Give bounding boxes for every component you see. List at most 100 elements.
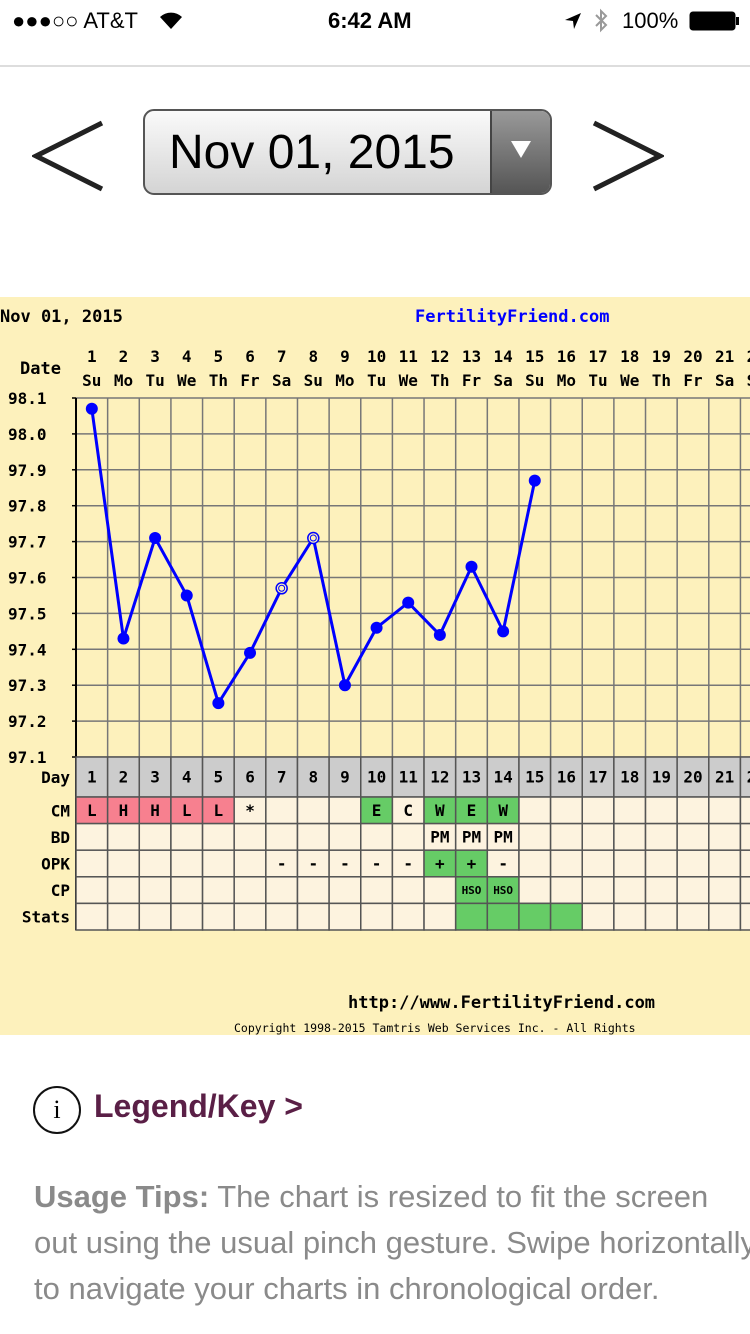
temp-tick-label: 97.7 [8, 533, 47, 552]
row-cell-stats [486, 902, 520, 931]
row-cell-opk [581, 849, 615, 878]
row-cell-value: 18 [620, 768, 639, 787]
date-tick-label: 7 [277, 347, 287, 366]
next-chart-button[interactable] [590, 120, 666, 192]
date-tick-label: 3 [150, 347, 160, 366]
weekday-tick-label: Su [747, 371, 750, 390]
row-cell-cp [708, 876, 742, 905]
row-cell-bd [549, 822, 583, 851]
row-cell-opk [75, 849, 109, 878]
fertility-chart[interactable]: Nov 01, 2015 FertilityFriend.com Date 1 Su 2 M… [0, 297, 750, 1035]
chart-copyright: Copyright 1998-2015 Tamtris Web Services… [234, 1021, 636, 1035]
row-cell-value: + [435, 854, 445, 873]
row-cell-cp [454, 876, 489, 905]
battery-icon [689, 11, 739, 31]
row-label-opk: OPK [41, 855, 70, 874]
row-cell-bd [391, 822, 425, 851]
date-tick-label: 10 [367, 347, 386, 366]
chart-title: Nov 01, 2015 [0, 307, 123, 327]
row-cell-value: HSO [493, 884, 513, 897]
row-cell-opk [423, 849, 457, 878]
row-cell-day [739, 756, 750, 798]
weekday-tick-label: Mo [335, 371, 354, 390]
row-cell-cp [423, 876, 457, 905]
date-picker[interactable]: Nov 01, 2015 [143, 109, 552, 195]
row-cell-bd [170, 822, 204, 851]
chart-url: http://www.FertilityFriend.com [348, 993, 655, 1013]
row-cell-opk [644, 849, 678, 878]
previous-chart-button[interactable] [30, 120, 106, 192]
weekday-tick-label: Mo [114, 371, 133, 390]
row-cell-bd [581, 822, 615, 851]
row-cell-opk [518, 849, 552, 878]
row-cell-value: HSO [462, 884, 482, 897]
chevron-right-icon [592, 120, 666, 192]
date-tick-label: 20 [683, 347, 702, 366]
row-cell-bd [233, 822, 267, 851]
row-cell-value: 15 [525, 768, 544, 787]
row-cell-opk [549, 849, 583, 878]
row-cell-cp [549, 876, 583, 905]
row-cell-opk [708, 849, 742, 878]
weekday-tick-label: Th [430, 371, 449, 390]
row-cell-value: H [150, 801, 160, 820]
weekday-tick-label: Fr [462, 371, 481, 390]
header-divider [0, 65, 750, 67]
row-cell-cp [328, 876, 362, 905]
row-cell-cp [644, 876, 678, 905]
selected-date: Nov 01, 2015 [169, 126, 455, 179]
date-axis-label: Date [20, 359, 61, 379]
row-cell-bd [360, 822, 394, 851]
row-cell-stats [265, 902, 299, 931]
temp-tick-label: 97.6 [8, 569, 47, 588]
temperature-point-open [275, 582, 288, 595]
row-cell-value: 6 [245, 768, 255, 787]
row-cell-cm [708, 796, 742, 825]
location-icon [565, 13, 581, 29]
date-tick-label: 5 [214, 347, 224, 366]
temperature-point [528, 474, 541, 487]
weekday-tick-label: Tu [367, 371, 386, 390]
usage-tips-line-2: out using the usual pinch gesture. Swipe… [34, 1225, 750, 1260]
row-cell-opk [106, 849, 141, 878]
temperature-point-open-inner [278, 584, 286, 592]
row-cell-value: + [467, 854, 477, 873]
row-cell-cp [170, 876, 204, 905]
row-cell-stats [138, 902, 172, 931]
row-cell-value: 5 [214, 768, 224, 787]
row-cell-stats [739, 902, 750, 931]
row-cell-bd [265, 822, 299, 851]
row-cell-value: PM [462, 828, 481, 847]
row-cell-value: - [308, 854, 318, 873]
row-cell-value: 8 [308, 768, 318, 787]
temp-tick-label: 98.0 [8, 425, 47, 444]
row-cell-value: 3 [150, 768, 160, 787]
row-cell-bd [201, 822, 235, 851]
row-cell-value: 20 [683, 768, 702, 787]
row-cell-opk [201, 849, 235, 878]
temp-tick-label: 97.1 [8, 748, 47, 767]
row-cell-stats [549, 902, 583, 931]
weekday-tick-label: Fr [683, 371, 702, 390]
clock: 6:42 AM [328, 8, 412, 33]
usage-tips: Usage Tips: The chart is resized to fit … [34, 1174, 750, 1312]
row-cell-value: - [372, 854, 382, 873]
row-cell-stats [644, 902, 678, 931]
row-cell-stats [518, 902, 552, 931]
row-cell-cp [75, 876, 109, 905]
weekday-tick-label: Th [209, 371, 228, 390]
row-cell-cp [676, 876, 710, 905]
date-dropdown-button[interactable] [490, 111, 550, 193]
usage-tips-line-3: to navigate your charts in chronological… [34, 1271, 660, 1306]
battery-percent: 100% [622, 8, 679, 33]
date-tick-label: 13 [462, 347, 481, 366]
row-cell-value: 4 [182, 768, 192, 787]
row-cell-value: C [403, 801, 413, 820]
row-cell-bd [708, 822, 742, 851]
temperature-point [180, 589, 193, 602]
row-cell-value: 9 [340, 768, 350, 787]
row-cell-cm [549, 796, 583, 825]
row-cell-stats [708, 902, 742, 931]
row-cell-value: 17 [588, 768, 607, 787]
row-cell-cm [739, 796, 750, 825]
